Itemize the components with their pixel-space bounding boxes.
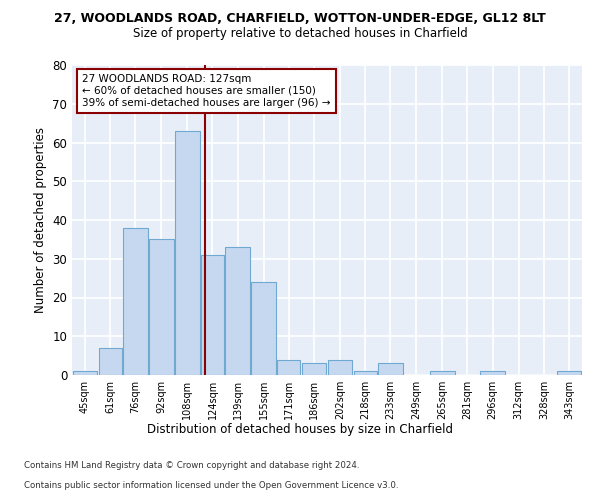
Bar bbox=[557, 371, 581, 375]
Bar bbox=[226, 247, 250, 375]
Bar bbox=[98, 348, 122, 375]
Text: 27 WOODLANDS ROAD: 127sqm
← 60% of detached houses are smaller (150)
39% of semi: 27 WOODLANDS ROAD: 127sqm ← 60% of detac… bbox=[82, 74, 331, 108]
Bar bbox=[378, 364, 403, 375]
Bar bbox=[353, 371, 377, 375]
Bar bbox=[73, 371, 97, 375]
Bar bbox=[175, 131, 200, 375]
Bar bbox=[430, 371, 455, 375]
Bar bbox=[328, 360, 352, 375]
Bar bbox=[251, 282, 276, 375]
Bar bbox=[302, 364, 326, 375]
Text: Distribution of detached houses by size in Charfield: Distribution of detached houses by size … bbox=[147, 422, 453, 436]
Y-axis label: Number of detached properties: Number of detached properties bbox=[34, 127, 47, 313]
Text: Size of property relative to detached houses in Charfield: Size of property relative to detached ho… bbox=[133, 28, 467, 40]
Bar bbox=[149, 240, 173, 375]
Bar bbox=[201, 255, 224, 375]
Text: 27, WOODLANDS ROAD, CHARFIELD, WOTTON-UNDER-EDGE, GL12 8LT: 27, WOODLANDS ROAD, CHARFIELD, WOTTON-UN… bbox=[54, 12, 546, 26]
Bar bbox=[481, 371, 505, 375]
Text: Contains public sector information licensed under the Open Government Licence v3: Contains public sector information licen… bbox=[24, 481, 398, 490]
Text: Contains HM Land Registry data © Crown copyright and database right 2024.: Contains HM Land Registry data © Crown c… bbox=[24, 461, 359, 470]
Bar bbox=[123, 228, 148, 375]
Bar bbox=[277, 360, 301, 375]
